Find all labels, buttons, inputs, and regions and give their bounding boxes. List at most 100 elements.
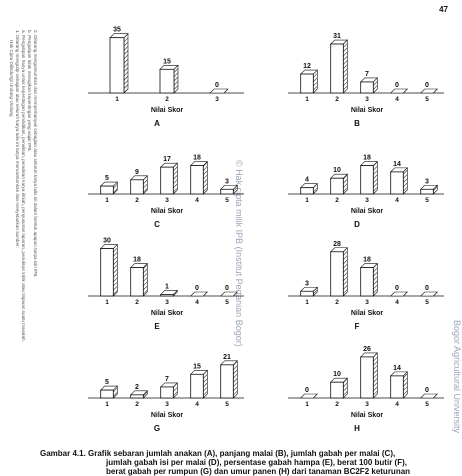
- value-label: 3: [305, 280, 309, 287]
- bar-side: [203, 160, 208, 195]
- bar: [100, 248, 114, 297]
- bar: [100, 389, 114, 399]
- value-label: 15: [163, 58, 171, 65]
- value-label: 31: [333, 33, 341, 40]
- x-tick-label: 1: [105, 299, 109, 306]
- x-tick-label: 1: [305, 197, 309, 204]
- value-label: 10: [333, 371, 341, 378]
- bar: [159, 68, 175, 94]
- bar-side: [372, 160, 378, 195]
- value-label: 9: [135, 169, 139, 176]
- x-axis-label: Nilai Skor: [351, 208, 384, 215]
- panel-label: D: [354, 220, 360, 229]
- bar-side: [123, 32, 129, 94]
- bar: [330, 251, 344, 297]
- bar-top: [209, 88, 229, 94]
- value-label: 18: [363, 257, 371, 264]
- bar: [420, 188, 434, 195]
- bar: [300, 73, 314, 94]
- bar: [160, 166, 174, 195]
- x-tick-label: 2: [135, 299, 139, 306]
- value-label: 12: [303, 63, 311, 70]
- value-label: 0: [395, 285, 399, 292]
- bar: [390, 375, 404, 399]
- x-tick-label: 4: [395, 299, 399, 306]
- bar-side: [372, 262, 378, 297]
- panel-label: C: [154, 220, 160, 229]
- panel-label: H: [354, 424, 360, 433]
- bar-side: [113, 243, 118, 297]
- bar-side: [143, 262, 148, 297]
- value-label: 15: [193, 363, 201, 370]
- bar-side: [233, 360, 238, 399]
- value-label: 0: [215, 82, 219, 89]
- x-axis-label: Nilai Skor: [351, 310, 384, 317]
- x-axis-label: Nilai Skor: [151, 107, 184, 114]
- x-tick-label: 5: [425, 401, 429, 408]
- value-label: 28: [333, 241, 341, 248]
- value-label: 17: [163, 156, 171, 163]
- x-tick-label: 2: [135, 197, 139, 204]
- x-tick-label: 4: [195, 401, 199, 408]
- value-label: 26: [363, 346, 371, 353]
- bar: [220, 364, 234, 399]
- bar: [160, 294, 174, 297]
- x-tick-label: 5: [425, 96, 429, 103]
- bar: [360, 267, 374, 297]
- bar-side: [173, 64, 179, 94]
- bar: [160, 386, 174, 399]
- bar: [360, 356, 374, 399]
- x-tick-label: 3: [365, 96, 369, 103]
- value-label: 35: [113, 27, 121, 34]
- bar: [330, 43, 344, 94]
- bar-top: [299, 393, 319, 399]
- bar-side: [402, 167, 408, 195]
- side-note: a. Pengutipan hanya untuk kepentingan pe…: [21, 30, 26, 342]
- x-tick-label: 1: [305, 96, 309, 103]
- panel-label: A: [154, 119, 160, 128]
- bar: [100, 185, 114, 195]
- bar: [360, 165, 374, 195]
- x-tick-label: 4: [195, 197, 199, 204]
- bar: [130, 267, 144, 297]
- panel-label: G: [154, 424, 160, 433]
- value-label: 3: [425, 178, 429, 185]
- chart: 5 1 9 2 17 3 18 4 3 5 Nilai Skor C: [88, 155, 244, 229]
- x-tick-label: 2: [335, 299, 339, 306]
- value-label: 0: [395, 82, 399, 89]
- bar: [330, 177, 344, 195]
- caption: Gambar 4.1. Grafik sebaran jumlah anakan…: [40, 449, 410, 476]
- bar-top: [219, 291, 239, 297]
- value-label: 18: [133, 257, 141, 264]
- value-label: 14: [393, 161, 401, 168]
- bar: [300, 187, 314, 195]
- caption-line: Gambar 4.1. Grafik sebaran jumlah anakan…: [40, 449, 395, 458]
- caption-line: jumlah gabah isi per malai (D), persenta…: [105, 458, 407, 467]
- x-axis-label: Nilai Skor: [351, 412, 384, 419]
- x-tick-label: 3: [165, 197, 169, 204]
- bar-top: [389, 291, 409, 297]
- value-label: 7: [165, 376, 169, 383]
- x-tick-label: 2: [335, 401, 339, 408]
- x-tick-label: 1: [115, 96, 119, 103]
- value-label: 4: [305, 177, 309, 184]
- panel-label: E: [154, 322, 160, 331]
- bar: [220, 188, 234, 195]
- bar-side: [372, 352, 378, 399]
- x-tick-label: 5: [425, 299, 429, 306]
- bar-top: [189, 291, 209, 297]
- bar-side: [203, 369, 208, 399]
- chart: 12 1 31 2 7 3 0 4 0 5 Nilai Skor B: [288, 33, 444, 128]
- bar: [109, 37, 125, 94]
- x-tick-label: 1: [105, 401, 109, 408]
- side-note: Hak Cipta Dilindungi Undang-Undang: [9, 40, 14, 117]
- chart: 0 1 10 2 26 3 14 4 0 5 Nilai Skor H: [288, 346, 444, 433]
- x-axis-label: Nilai Skor: [151, 412, 184, 419]
- bar: [190, 165, 204, 195]
- x-tick-label: 5: [225, 197, 229, 204]
- bar-side: [342, 247, 348, 297]
